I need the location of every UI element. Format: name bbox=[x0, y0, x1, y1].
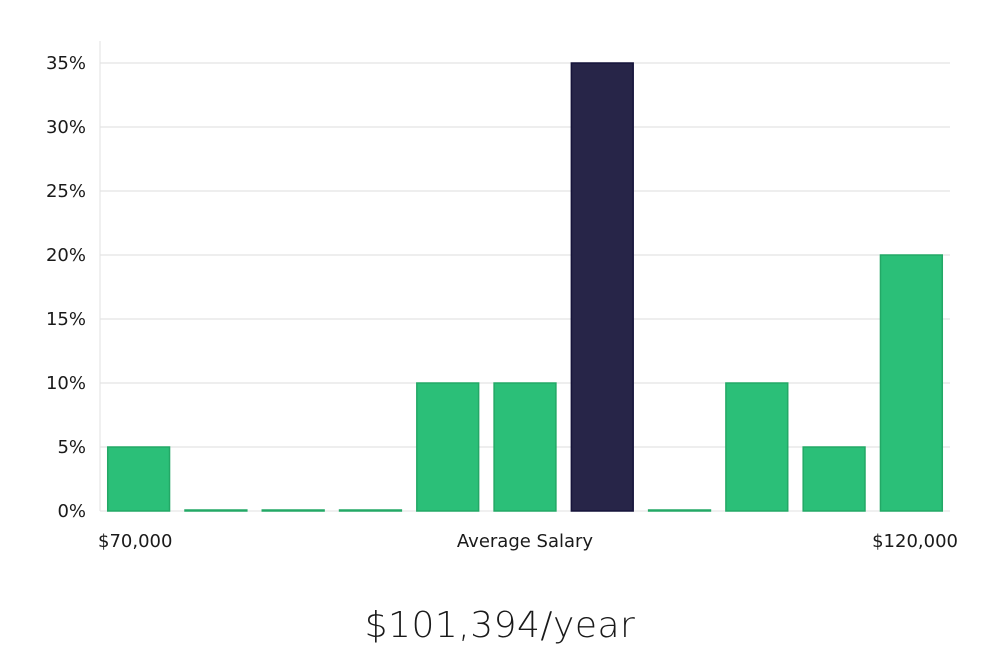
average-salary-value: $101,394/year bbox=[364, 605, 636, 646]
y-tick-label: 30% bbox=[46, 117, 86, 138]
y-tick-labels: 0% 5% 10% 15% 20% 25% 30% 35% bbox=[46, 53, 86, 522]
bar-highlighted bbox=[570, 62, 634, 512]
bars bbox=[106, 62, 944, 512]
y-tick-label: 15% bbox=[46, 309, 86, 330]
bar bbox=[338, 509, 403, 512]
bar bbox=[106, 446, 171, 512]
chart-svg: 0% 5% 10% 15% 20% 25% 30% 35% $70,000 Average S… bbox=[46, 41, 958, 552]
x-axis-title: Average Salary bbox=[457, 531, 594, 552]
y-tick-label: 25% bbox=[46, 181, 86, 202]
x-axis-max-label: $120,000 bbox=[872, 531, 958, 552]
x-axis-min-label: $70,000 bbox=[98, 531, 172, 552]
bar bbox=[647, 509, 712, 512]
y-tick-label: 10% bbox=[46, 373, 86, 394]
salary-histogram-chart: 0% 5% 10% 15% 20% 25% 30% 35% $70,000 Average S… bbox=[46, 41, 958, 552]
bar bbox=[879, 254, 944, 512]
bar bbox=[261, 509, 325, 512]
bar bbox=[493, 382, 557, 512]
bar bbox=[725, 382, 789, 512]
y-tick-label: 5% bbox=[57, 437, 86, 458]
bar bbox=[416, 382, 480, 512]
y-tick-label: 35% bbox=[46, 53, 86, 74]
y-tick-label: 0% bbox=[57, 501, 86, 522]
y-tick-label: 20% bbox=[46, 245, 86, 266]
bar bbox=[802, 446, 866, 512]
bar bbox=[184, 509, 248, 512]
